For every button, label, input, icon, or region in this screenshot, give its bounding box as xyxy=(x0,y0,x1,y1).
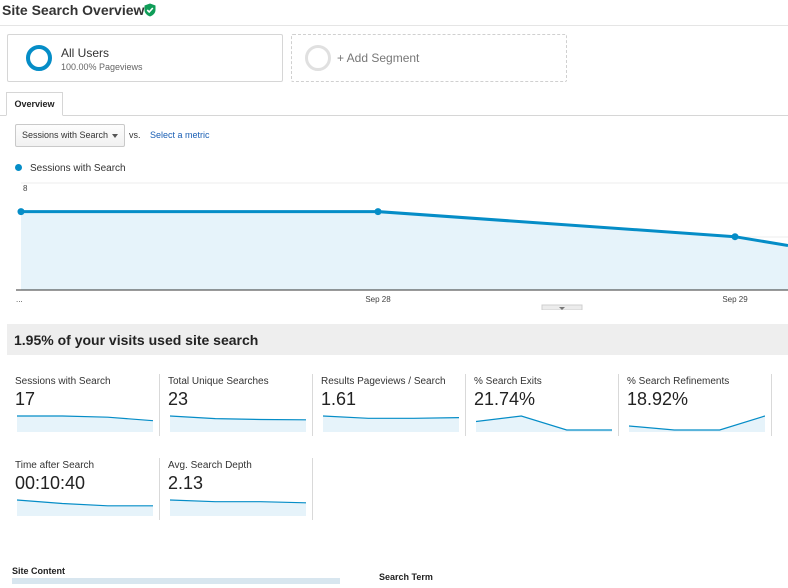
tab-overview[interactable]: Overview xyxy=(6,92,63,116)
sparkline-area xyxy=(170,416,306,432)
metric-tile-value: 00:10:40 xyxy=(15,473,86,493)
select-metric-link[interactable]: Select a metric xyxy=(150,130,210,140)
segment-subtitle: 100.00% Pageviews xyxy=(61,62,143,72)
segment-name: All Users xyxy=(61,46,110,60)
metric-tile-value: 23 xyxy=(168,389,189,409)
tab-divider xyxy=(0,115,788,116)
sparkline-line xyxy=(17,499,153,507)
metric-tile-value: 17 xyxy=(15,389,36,409)
sparkline-line xyxy=(476,415,612,431)
y-tick-label: 8 xyxy=(23,184,28,193)
sparkline-line xyxy=(17,415,153,422)
sparkline-area xyxy=(17,500,153,516)
metric-tile-sparkline xyxy=(323,415,459,432)
series-area xyxy=(21,211,788,290)
metric-tile[interactable]: Avg. Search Depth 2.13 xyxy=(168,460,313,524)
tile-divider xyxy=(771,374,772,436)
legend-dot-icon xyxy=(15,164,22,171)
metric-tile-sparkline xyxy=(170,415,306,432)
stats-header: 1.95% of your visits used site search xyxy=(7,324,788,355)
metric-select[interactable]: Sessions with Search xyxy=(15,124,125,147)
data-point[interactable] xyxy=(731,233,739,241)
metric-tile-sparkline xyxy=(170,499,306,516)
metric-tile-label: Sessions with Search xyxy=(15,376,111,387)
empty-segment-ring-icon xyxy=(305,45,331,71)
metric-tile-sparkline xyxy=(476,415,612,432)
tile-divider xyxy=(312,458,313,520)
metric-tile-label: Time after Search xyxy=(15,460,95,471)
sparkline-area xyxy=(323,416,459,432)
site-content-bar xyxy=(12,578,340,584)
metric-tile-sparkline xyxy=(17,415,153,432)
add-segment-label: + Add Segment xyxy=(337,51,420,65)
sessions-chart[interactable]: 8 4 ... Sep 28 Sep 29 xyxy=(0,180,788,310)
sparkline-line xyxy=(323,415,459,419)
sparkline-area xyxy=(17,416,153,432)
chart-resize-handle[interactable] xyxy=(541,304,583,310)
legend-label: Sessions with Search xyxy=(30,163,126,174)
sparkline-line xyxy=(170,415,306,421)
tile-divider xyxy=(159,374,160,436)
metric-tile-label: Avg. Search Depth xyxy=(168,460,252,471)
x-tick-label: Sep 28 xyxy=(365,295,391,304)
metric-tile[interactable]: Sessions with Search 17 xyxy=(15,376,160,440)
metric-tile-label: Total Unique Searches xyxy=(168,376,269,387)
metric-tile-label: % Search Exits xyxy=(474,376,542,387)
metric-tile-value: 21.74% xyxy=(474,389,536,409)
tile-divider xyxy=(618,374,619,436)
sparkline-area xyxy=(629,416,765,432)
sparkline-area xyxy=(476,416,612,432)
search-term-heading: Search Term xyxy=(379,572,433,582)
data-point[interactable] xyxy=(374,208,382,216)
site-content-heading: Site Content xyxy=(12,566,65,576)
metric-tile-value: 18.92% xyxy=(627,389,689,409)
metric-tile-label: Results Pageviews / Search xyxy=(321,376,446,387)
series-line xyxy=(21,210,788,247)
page-title: Site Search Overview xyxy=(2,2,145,18)
header-divider xyxy=(0,25,788,26)
tile-divider xyxy=(159,458,160,520)
vs-label: vs. xyxy=(129,130,141,140)
tile-divider xyxy=(465,374,466,436)
sparkline-line xyxy=(170,499,306,504)
check-shield-icon xyxy=(144,3,156,17)
sparkline-line xyxy=(629,415,765,431)
metric-select-value: Sessions with Search xyxy=(22,130,109,140)
metric-tile[interactable]: Results Pageviews / Search 1.61 xyxy=(321,376,466,440)
add-segment-button[interactable]: + Add Segment xyxy=(291,34,567,82)
metric-tile[interactable]: % Search Refinements 18.92% xyxy=(627,376,772,440)
metric-tile-label: % Search Refinements xyxy=(627,376,730,387)
stats-headline: 1.95% of your visits used site search xyxy=(14,332,259,348)
metric-tile[interactable]: % Search Exits 21.74% xyxy=(474,376,619,440)
data-point[interactable] xyxy=(17,208,25,216)
metric-tile[interactable]: Time after Search 00:10:40 xyxy=(15,460,160,524)
metric-tile[interactable]: Total Unique Searches 23 xyxy=(168,376,313,440)
sparkline-area xyxy=(170,500,306,516)
metric-tile-value: 2.13 xyxy=(168,473,204,493)
chevron-down-icon xyxy=(112,134,118,138)
metric-tile-sparkline xyxy=(17,499,153,516)
segment-ring-icon xyxy=(26,45,52,71)
tile-divider xyxy=(312,374,313,436)
metric-tile-sparkline xyxy=(629,415,765,432)
segment-all-users[interactable]: All Users 100.00% Pageviews xyxy=(7,34,283,82)
metric-tile-value: 1.61 xyxy=(321,389,357,409)
x-tick-label: ... xyxy=(16,295,23,304)
x-tick-label: Sep 29 xyxy=(722,295,748,304)
